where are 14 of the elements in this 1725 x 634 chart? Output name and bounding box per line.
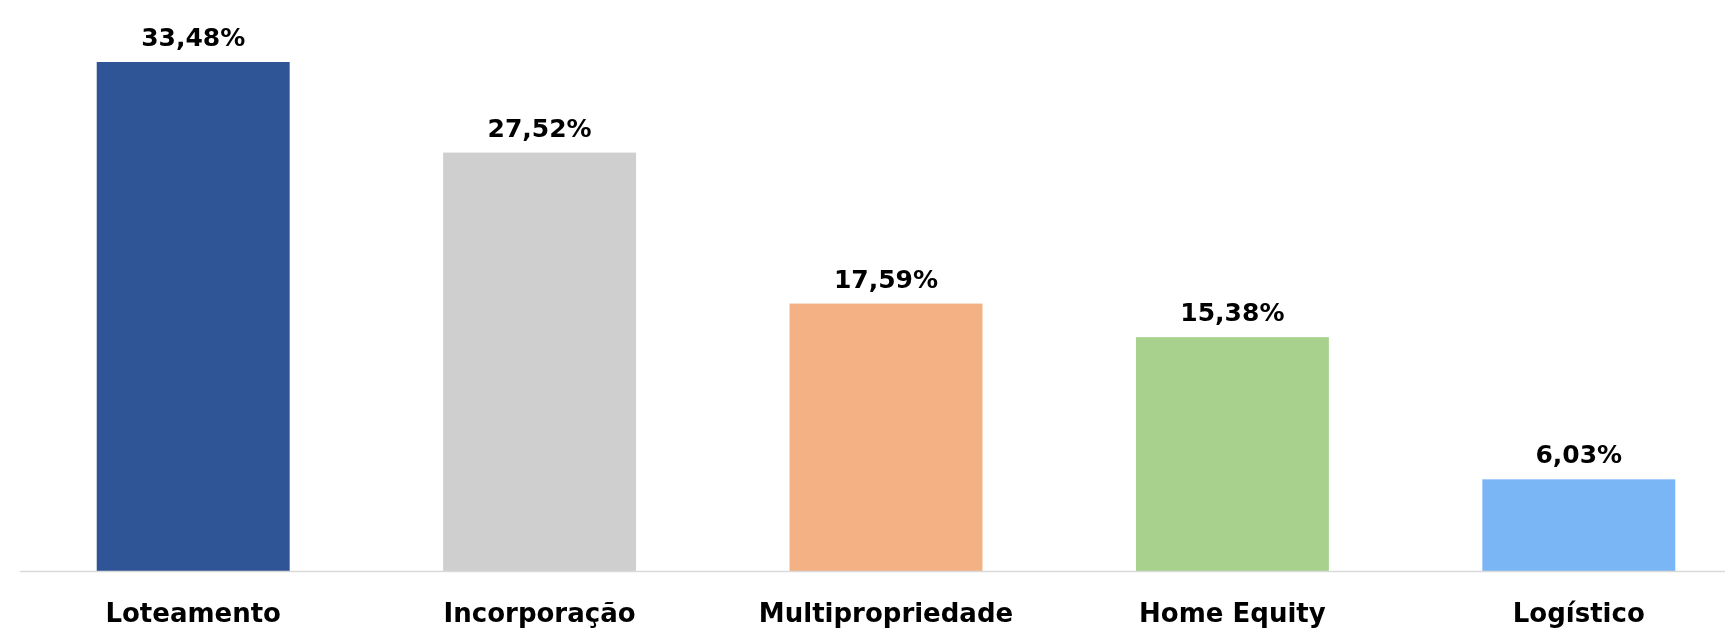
data-label: 33,48%: [141, 23, 246, 52]
x-tick-label: Loteamento: [105, 598, 281, 628]
bar: [96, 62, 290, 571]
bar: [1135, 337, 1329, 571]
bar: [789, 303, 983, 571]
x-tick-label: Multipropriedade: [758, 598, 1014, 628]
data-label: 27,52%: [487, 113, 592, 143]
data-label: 17,59%: [833, 264, 939, 294]
data-label: 6,03%: [1535, 440, 1623, 470]
data-label: 15,38%: [1180, 298, 1285, 328]
x-tick-label: Logístico: [1512, 598, 1645, 628]
x-tick-label: Home Equity: [1139, 598, 1326, 628]
x-tick-label: Incorporação: [443, 598, 636, 628]
bar: [1482, 479, 1676, 571]
